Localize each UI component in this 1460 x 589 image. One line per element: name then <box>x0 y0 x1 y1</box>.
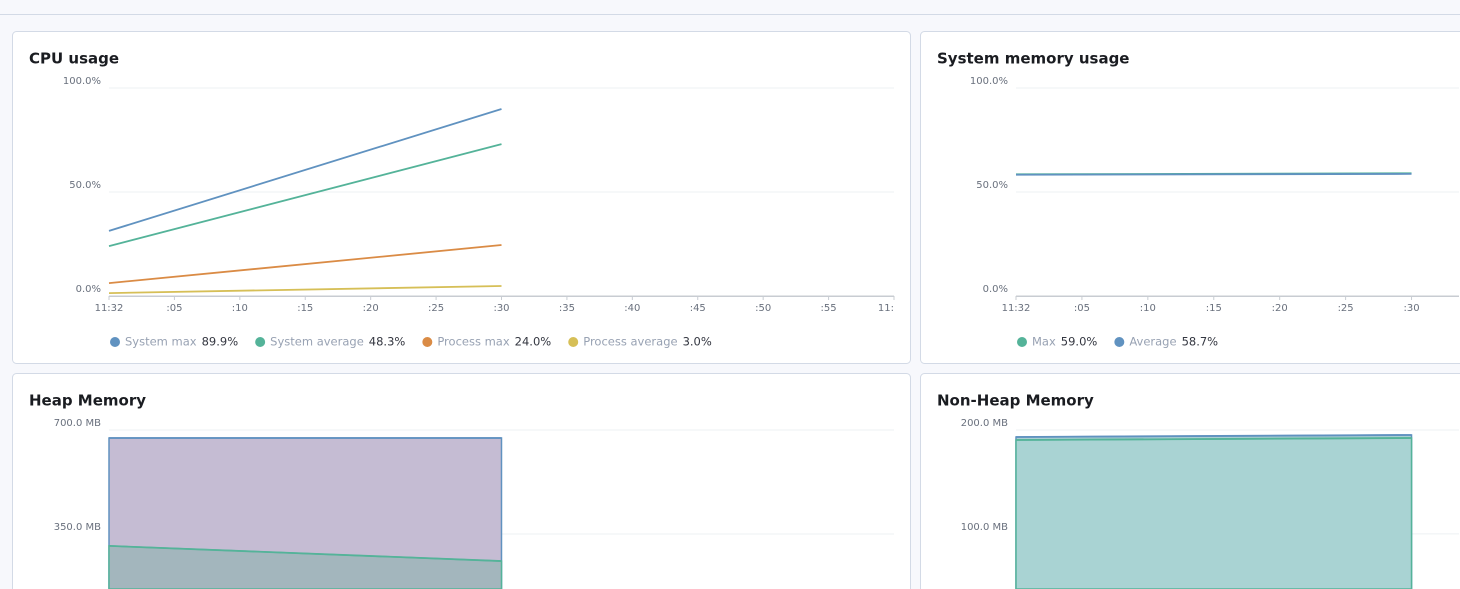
legend-marker <box>568 337 579 347</box>
legend-value: 48.3% <box>369 335 406 349</box>
x-tick-label: :40 <box>624 303 640 314</box>
legend-label: System max <box>125 335 197 349</box>
line <box>1015 437 1412 441</box>
legend-marker <box>1114 337 1125 347</box>
legend-value: 24.0% <box>515 335 552 349</box>
card <box>12 31 911 364</box>
x-tick-label: 11: <box>878 303 894 314</box>
legend-marker <box>422 337 433 347</box>
x-tick-label: :20 <box>363 303 379 314</box>
line <box>108 108 502 232</box>
y-tick-label: 100.0% <box>970 76 1008 87</box>
x-tick-label: :55 <box>821 303 837 314</box>
line <box>108 285 502 294</box>
x-tick-label: 11:32 <box>95 303 124 314</box>
legend-marker <box>1017 337 1027 347</box>
y-tick-label: 200.0 MB <box>961 418 1008 429</box>
chart-title: Non-Heap Memory <box>937 392 1094 410</box>
x-tick-label: :30 <box>1403 303 1419 314</box>
legend-value: 3.0% <box>683 335 712 349</box>
line <box>108 545 502 562</box>
x-tick-label: :35 <box>559 303 575 314</box>
y-tick-label: 350.0 MB <box>54 522 101 533</box>
x-tick-label: :15 <box>1206 303 1222 314</box>
line <box>1015 434 1412 438</box>
x-tick-label: :50 <box>755 303 771 314</box>
x-tick-label: :25 <box>428 303 444 314</box>
legend-marker <box>255 337 266 347</box>
x-tick-label: :30 <box>493 303 509 314</box>
header-bar <box>0 0 1460 14</box>
x-tick-label: :45 <box>690 303 706 314</box>
legend-value: 58.7% <box>1182 335 1219 349</box>
line <box>1015 173 1412 176</box>
y-tick-label: 0.0% <box>983 284 1008 295</box>
x-tick-label: :10 <box>1140 303 1156 314</box>
chart-title: Heap Memory <box>29 392 146 410</box>
x-tick-label: :05 <box>166 303 182 314</box>
y-tick-label: 100.0 MB <box>961 522 1008 533</box>
legend-marker <box>110 337 120 347</box>
card <box>920 31 1460 364</box>
area-fill <box>1015 437 1413 589</box>
line <box>108 244 502 284</box>
legend-value: 59.0% <box>1061 335 1098 349</box>
legend-value: 89.9% <box>202 335 239 349</box>
x-tick-label: :05 <box>1074 303 1090 314</box>
area-fill <box>108 545 503 589</box>
chart-title: System memory usage <box>937 50 1129 68</box>
line <box>108 143 502 247</box>
y-tick-label: 700.0 MB <box>54 418 101 429</box>
y-tick-label: 50.0% <box>69 180 101 191</box>
x-tick-label: :15 <box>297 303 313 314</box>
legend-label: Max <box>1032 335 1056 349</box>
x-tick-label: :10 <box>232 303 248 314</box>
y-tick-label: 0.0% <box>76 284 101 295</box>
legend-label: Process average <box>583 335 677 349</box>
legend-label: Average <box>1129 335 1176 349</box>
y-tick-label: 50.0% <box>976 180 1008 191</box>
y-tick-label: 100.0% <box>63 76 101 87</box>
x-tick-label: 11:32 <box>1002 303 1031 314</box>
legend-label: Process max <box>437 335 510 349</box>
legend-label: System average <box>270 335 364 349</box>
x-tick-label: :20 <box>1272 303 1288 314</box>
x-tick-label: :25 <box>1338 303 1354 314</box>
chart-title: CPU usage <box>29 50 119 68</box>
